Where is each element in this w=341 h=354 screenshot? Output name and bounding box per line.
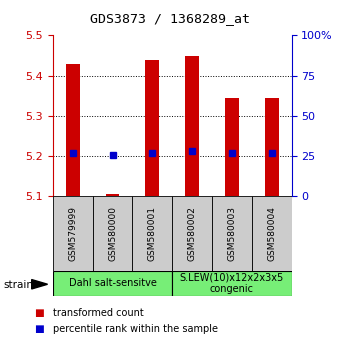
Text: Dahl salt-sensitve: Dahl salt-sensitve: [69, 278, 157, 288]
Text: GSM580002: GSM580002: [188, 206, 197, 261]
Text: GSM580001: GSM580001: [148, 206, 157, 261]
Text: GDS3873 / 1368289_at: GDS3873 / 1368289_at: [90, 12, 251, 25]
Bar: [172, 271, 292, 296]
Text: ■: ■: [34, 308, 44, 318]
Bar: [66, 64, 80, 196]
Bar: [53, 196, 93, 271]
Text: ■: ■: [34, 324, 44, 334]
Bar: [132, 196, 172, 271]
Bar: [106, 194, 119, 196]
Bar: [265, 98, 279, 196]
Text: strain: strain: [3, 280, 33, 290]
Bar: [93, 196, 132, 271]
Bar: [212, 196, 252, 271]
Bar: [172, 196, 212, 271]
Text: transformed count: transformed count: [53, 308, 144, 318]
Polygon shape: [32, 280, 47, 289]
Text: GSM580004: GSM580004: [267, 206, 276, 261]
Text: GSM580000: GSM580000: [108, 206, 117, 261]
Text: S.LEW(10)x12x2x3x5
congenic: S.LEW(10)x12x2x3x5 congenic: [180, 272, 284, 294]
Bar: [252, 196, 292, 271]
Bar: [185, 56, 199, 196]
Text: percentile rank within the sample: percentile rank within the sample: [53, 324, 218, 334]
Bar: [145, 59, 159, 196]
Text: GSM579999: GSM579999: [68, 206, 77, 261]
Bar: [53, 271, 172, 296]
Bar: [225, 98, 239, 196]
Text: GSM580003: GSM580003: [227, 206, 236, 261]
